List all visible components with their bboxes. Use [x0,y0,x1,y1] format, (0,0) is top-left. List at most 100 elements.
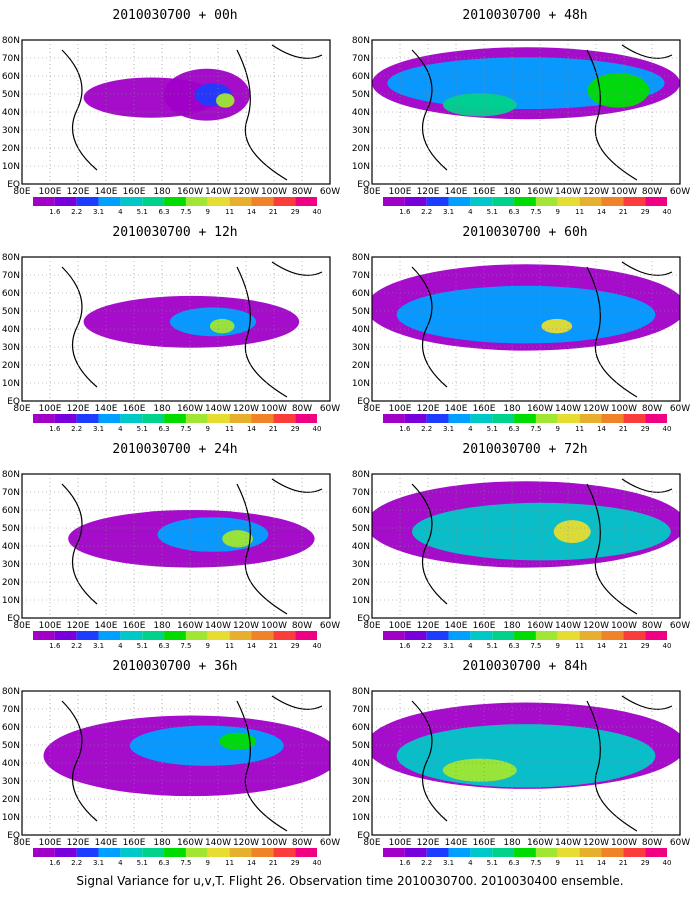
colorbar-swatch [229,414,252,423]
lat-label: 30N [352,777,370,787]
lat-label: 40N [352,759,370,769]
lon-label: 100E [39,187,62,197]
variance-contour [541,318,573,334]
map-panel: 2010030700 + 60h 80N 70N 60N 50N 40N 30N 20N 10N… [350,217,700,437]
map-frame [21,473,331,619]
lat-label: 10N [2,596,20,606]
colorbar-swatch [404,197,427,206]
lat-label: 10N [2,162,20,172]
colorbar-label: 9 [556,425,560,433]
map-frame [21,690,331,836]
colorbar-swatch [142,631,165,640]
colorbar-label: 3.1 [443,642,454,650]
colorbar-label: 40 [313,425,322,433]
colorbar-label: 1.6 [399,642,411,650]
variance-contour [209,318,235,334]
colorbar-swatch [185,414,208,423]
variance-contour [129,725,284,766]
map-frame [371,473,681,619]
colorbar-swatch [98,631,121,640]
colorbar-label: 21 [619,425,628,433]
colorbar-label: 6.3 [509,859,520,867]
lon-label: 140W [555,404,581,414]
colorbar-swatch [470,848,493,857]
lat-label: 70N [352,705,370,715]
colorbar-label: 40 [313,208,322,216]
lon-label: 100E [39,838,62,848]
colorbar-swatch [76,414,99,423]
lon-label: 100E [389,404,412,414]
lon-label: 180 [153,404,170,414]
colorbar-label: 6.3 [159,642,170,650]
colorbar-swatch [120,414,143,423]
colorbar-label: 21 [269,425,278,433]
lon-label: 60W [320,187,340,197]
colorbar-label: 21 [269,642,278,650]
lat-label: 50N [2,741,20,751]
colorbar-swatch [426,631,449,640]
colorbar-label: 29 [641,859,650,867]
colorbar-label: 3.1 [93,425,104,433]
map-frame [371,690,681,836]
lat-label: 40N [2,325,20,335]
lat-label: EQ [357,614,370,624]
lon-label: 160W [177,187,203,197]
colorbar-label: 9 [556,642,560,650]
colorbar-swatch [207,848,230,857]
lon-label: 140E [445,404,468,414]
colorbar-label: 3.1 [93,859,104,867]
lon-label: 120E [67,838,90,848]
colorbar-label: 5.1 [137,642,148,650]
lat-label: 20N [2,144,20,154]
lat-label: 30N [2,777,20,787]
colorbar-swatch [404,414,427,423]
lon-label: 140W [555,621,581,631]
colorbar-label: 7.5 [180,425,191,433]
lat-label: 50N [2,90,20,100]
colorbar-swatch [448,848,471,857]
colorbar-label: 3.1 [443,208,454,216]
lon-label: 80E [363,838,380,848]
map-panel: 2010030700 + 00h 80N 70N 60N 50N 40N 30N 20N 10N… [0,0,350,220]
colorbar-label: 29 [641,642,650,650]
colorbar-swatch [164,414,186,423]
lat-label: 50N [2,307,20,317]
panel-title: 2010030700 + 72h [462,442,588,457]
figure-caption: Signal Variance for u,v,T. Flight 26. Ob… [76,874,624,888]
colorbar-swatch [601,414,624,423]
colorbar-swatch [514,197,536,206]
lon-label: 180 [503,838,520,848]
colorbar-swatch [492,631,515,640]
lat-label: 40N [352,325,370,335]
colorbar-label: 14 [247,859,256,867]
colorbar-swatch [33,848,55,857]
colorbar-swatch [579,197,602,206]
colorbar-swatch [535,631,558,640]
colorbar-label: 3.1 [443,859,454,867]
colorbar-label: 6.3 [509,642,520,650]
lat-label: 60N [352,289,370,299]
colorbar-swatch [185,197,208,206]
lon-label: 120W [233,404,259,414]
colorbar-swatch [185,848,208,857]
colorbar-swatch [601,197,624,206]
colorbar-swatch [295,848,317,857]
colorbar-swatch [426,848,449,857]
lon-label: 80E [13,404,30,414]
lon-label: 160E [123,187,146,197]
lon-label: 60W [320,404,340,414]
lon-label: 60W [320,621,340,631]
lat-label: 30N [352,126,370,136]
colorbar-swatch [514,414,536,423]
colorbar-label: 21 [619,208,628,216]
lat-label: 50N [352,90,370,100]
colorbar-swatch [229,631,252,640]
coastline [411,44,673,181]
lat-label: 50N [352,524,370,534]
colorbar-label: 3.1 [93,642,104,650]
colorbar-label: 9 [556,859,560,867]
